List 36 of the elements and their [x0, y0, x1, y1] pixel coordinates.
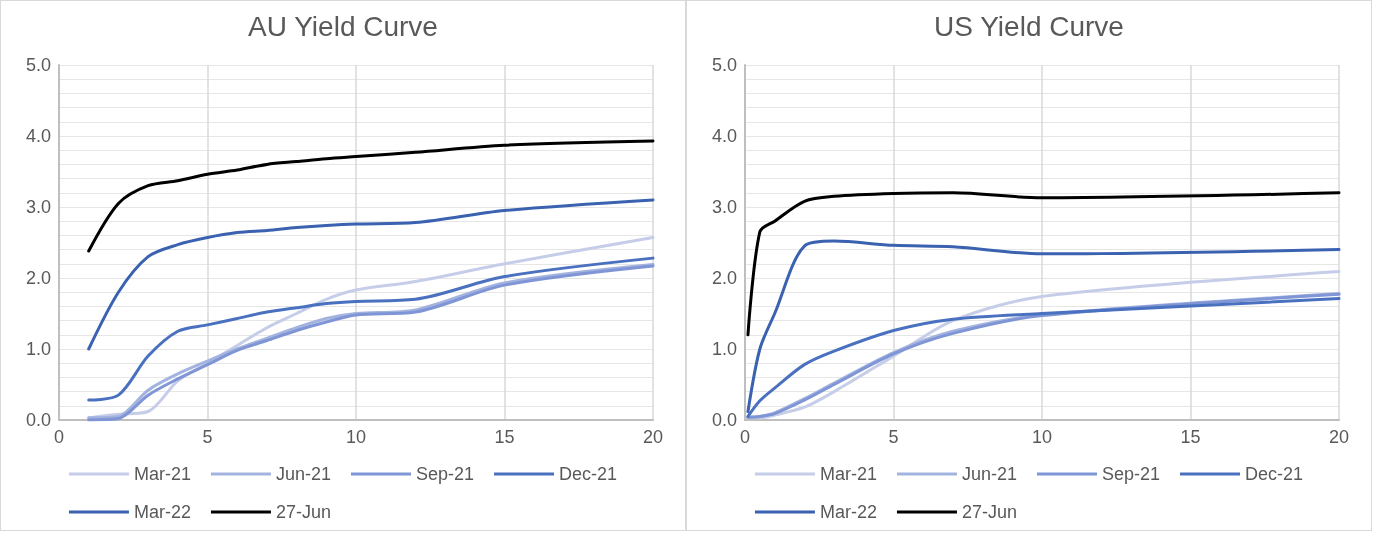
x-tick-label: 0: [53, 427, 65, 447]
y-tick-label: 1.0: [711, 339, 737, 359]
legend-label: Mar-22: [819, 502, 877, 522]
x-tick-label: 20: [642, 427, 664, 447]
x-tick-label: 5: [202, 427, 213, 447]
y-tick-label: 5.0: [711, 55, 737, 75]
legend-label: 27-Jun: [275, 502, 331, 522]
x-tick-label: 5: [888, 427, 899, 447]
y-tick-label: 2.0: [25, 268, 51, 288]
legend-label: Dec-21: [559, 464, 618, 484]
x-tick-label: 15: [494, 427, 515, 447]
x-tick-label: 10: [345, 427, 367, 447]
legend-label: Sep-21: [1101, 464, 1161, 484]
legend-label: Sep-21: [415, 464, 475, 484]
legend-label: Dec-21: [1245, 464, 1304, 484]
y-tick-label: 0.0: [711, 410, 737, 430]
legend-label: Mar-22: [133, 502, 191, 522]
legend-label: 27-Jun: [961, 502, 1017, 522]
chart-title: AU Yield Curve: [248, 10, 438, 42]
legend-label: Mar-21: [819, 464, 877, 484]
x-tick-label: 15: [1180, 427, 1201, 447]
y-tick-label: 3.0: [25, 197, 51, 217]
legend-label: Jun-21: [961, 464, 1017, 484]
chart-title: US Yield Curve: [934, 10, 1124, 42]
y-tick-label: 1.0: [25, 339, 51, 359]
y-tick-label: 0.0: [25, 410, 51, 430]
y-tick-label: 5.0: [25, 55, 51, 75]
y-tick-label: 2.0: [711, 268, 737, 288]
y-tick-label: 3.0: [711, 197, 737, 217]
y-tick-label: 4.0: [711, 126, 737, 146]
x-tick-label: 10: [1031, 427, 1053, 447]
legend-label: Jun-21: [275, 464, 331, 484]
x-tick-label: 0: [739, 427, 751, 447]
x-tick-label: 20: [1328, 427, 1350, 447]
legend-label: Mar-21: [133, 464, 191, 484]
y-tick-label: 4.0: [25, 126, 51, 146]
